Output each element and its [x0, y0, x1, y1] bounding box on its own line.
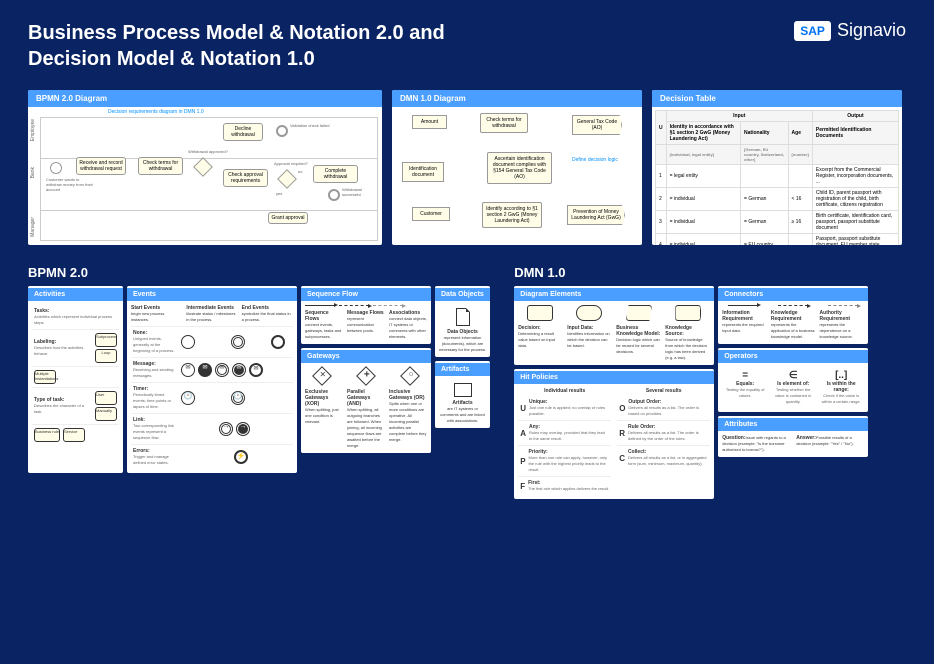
dmn-prevention: Prevention of Money Laundering Act (GwG) — [567, 205, 625, 225]
dataobj-header: Data Objects — [435, 288, 490, 301]
operators-header: Operators — [718, 350, 868, 363]
task-complete: Complete withdrawal — [313, 165, 358, 183]
dmn-callout: Define decision logic — [572, 157, 618, 163]
yes-label: yes — [276, 191, 282, 196]
task-check-terms: Check terms for withdrawal — [138, 157, 183, 175]
diagram-elements-header: Diagram Elements — [514, 288, 714, 301]
end2-label: Withdrawal successful — [342, 187, 377, 197]
decision-table-panel: Decision Table U Input Output Identity i… — [652, 90, 902, 245]
sap-signavio-logo: SAP Signavio — [794, 20, 906, 41]
hitpolicies-header: Hit Policies — [514, 371, 714, 384]
dmn-identify: Identify according to §1 section 2 GwG (… — [482, 202, 542, 228]
dmn-id-doc: Identification document — [402, 162, 444, 182]
end-2 — [328, 189, 340, 201]
end-1 — [276, 125, 288, 137]
dmn-general-tax: General Tax Code (AO) — [572, 115, 622, 135]
bpmn-section-title: BPMN 2.0 — [28, 265, 498, 280]
decision-table: U Input Output Identity in accordance wi… — [655, 110, 899, 245]
activities-header: Activities — [28, 288, 123, 301]
sap-badge: SAP — [794, 21, 831, 41]
connectors-header: Connectors — [718, 288, 868, 301]
bpmn-callout: Decision requirements diagram in DMN 1.0 — [108, 109, 204, 115]
dmn-ascertain: Ascertain identification document compli… — [487, 152, 552, 184]
task-check-approval: Check approval requirements — [223, 169, 268, 187]
dmn-diagram-header: DMN 1.0 Diagram — [392, 90, 642, 107]
seqflow-header: Sequence Flow — [301, 288, 431, 301]
lane-bank: Bank — [30, 167, 36, 178]
start-label: Customer wants to withdraw money from th… — [46, 177, 96, 192]
gw2-label: Approval required? — [274, 161, 308, 166]
page-title: Business Process Model & Notation 2.0 an… — [28, 20, 445, 72]
start-event — [50, 162, 62, 174]
task-grant: Grant approval — [268, 212, 308, 224]
dmn-customer: Customer — [412, 207, 450, 221]
lane-manager: Manager — [30, 217, 36, 237]
dmn-amount: Amount — [412, 115, 447, 129]
dmn-diagram-panel: DMN 1.0 Diagram Amount Check terms for w… — [392, 90, 642, 245]
end1-label: Validation check failed — [290, 123, 330, 128]
events-header: Events — [127, 288, 297, 301]
gateways-header: Gateways — [301, 350, 431, 363]
signavio-text: Signavio — [837, 20, 906, 41]
decision-table-header: Decision Table — [652, 90, 902, 107]
attributes-header: Attributes — [718, 418, 868, 431]
artifacts-header: Artifacts — [435, 363, 490, 376]
dmn-check-terms: Check terms for withdrawal — [480, 113, 528, 133]
task-decline: Decline withdrawal — [223, 123, 263, 141]
no-label: no — [298, 169, 302, 174]
bpmn-diagram-panel: BPMN 2.0 Diagram Employee Bank Manager D… — [28, 90, 382, 245]
dmn-section-title: DMN 1.0 — [514, 265, 906, 280]
task-receive: Receive and record withdrawal request — [76, 157, 126, 175]
lane-employee: Employee — [30, 119, 36, 141]
bpmn-diagram-header: BPMN 2.0 Diagram — [28, 90, 382, 107]
gw1-label: Withdrawal approved? — [188, 149, 228, 154]
